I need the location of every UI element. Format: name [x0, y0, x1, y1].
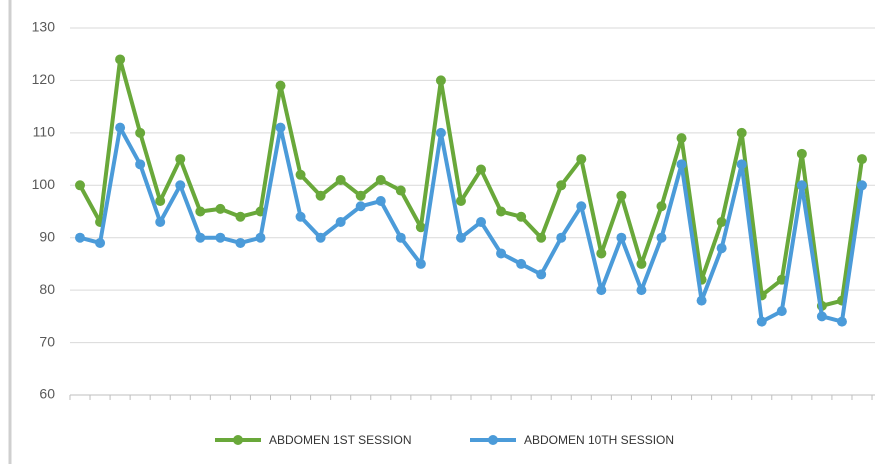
- point: [836, 316, 847, 327]
- y-tick-label: 100: [32, 176, 56, 192]
- y-tick-label: 120: [32, 71, 56, 87]
- point: [155, 196, 166, 207]
- point: [455, 232, 466, 243]
- point: [576, 154, 587, 165]
- point: [195, 206, 206, 217]
- point: [395, 232, 406, 243]
- point: [355, 190, 366, 201]
- point: [556, 180, 567, 191]
- point: [716, 216, 727, 227]
- point: [415, 258, 426, 269]
- point: [616, 190, 627, 201]
- point: [175, 154, 186, 165]
- point: [536, 269, 547, 280]
- point: [375, 175, 386, 186]
- point: [857, 180, 867, 191]
- point: [616, 232, 627, 243]
- point: [235, 237, 246, 248]
- point: [255, 232, 266, 243]
- point: [275, 122, 286, 133]
- point: [516, 211, 527, 222]
- y-tick-label: 70: [39, 333, 55, 349]
- point: [435, 75, 446, 86]
- point: [496, 248, 507, 259]
- series-line: [79, 125, 864, 324]
- point: [676, 133, 687, 144]
- point: [375, 196, 386, 207]
- point: [235, 211, 246, 222]
- point: [696, 295, 707, 306]
- point: [576, 201, 587, 212]
- series-line: [78, 57, 864, 308]
- point: [776, 274, 787, 285]
- point: [335, 216, 346, 227]
- point: [516, 258, 527, 269]
- point: [455, 196, 466, 207]
- point: [115, 122, 126, 133]
- point: [195, 232, 206, 243]
- point: [295, 211, 306, 222]
- point: [275, 80, 286, 91]
- point: [736, 127, 747, 138]
- point: [215, 203, 226, 214]
- point: [115, 54, 126, 65]
- point: [816, 311, 827, 322]
- y-tick-label: 130: [32, 19, 56, 35]
- point: [75, 232, 85, 243]
- y-tick-label: 60: [39, 386, 55, 402]
- point: [776, 306, 787, 317]
- point: [476, 164, 487, 175]
- legend-label: ABDOMEN 10TH SESSION: [524, 433, 674, 447]
- point: [395, 185, 406, 196]
- legend-marker: [233, 435, 243, 445]
- point: [75, 180, 85, 191]
- point: [536, 232, 547, 243]
- point: [295, 169, 306, 180]
- point: [175, 180, 186, 191]
- point: [796, 148, 807, 159]
- legend-marker: [488, 435, 498, 445]
- point: [155, 216, 166, 227]
- point: [135, 159, 146, 170]
- legend-label: ABDOMEN 1ST SESSION: [269, 433, 411, 447]
- point: [736, 159, 747, 170]
- point: [496, 206, 507, 217]
- point: [315, 190, 326, 201]
- point: [756, 316, 767, 327]
- point: [435, 127, 446, 138]
- point: [796, 180, 807, 191]
- point: [415, 222, 426, 233]
- point: [215, 232, 226, 243]
- point: [636, 285, 647, 296]
- point: [857, 154, 867, 165]
- point: [135, 127, 146, 138]
- y-tick-label: 80: [39, 281, 55, 297]
- point: [656, 232, 667, 243]
- y-tick-label: 110: [33, 124, 56, 140]
- point: [596, 285, 607, 296]
- point: [636, 258, 647, 269]
- point: [556, 232, 567, 243]
- point: [676, 159, 687, 170]
- point: [355, 201, 366, 212]
- point: [596, 248, 607, 259]
- point: [476, 216, 487, 227]
- point: [95, 237, 106, 248]
- point: [716, 243, 727, 254]
- point: [315, 232, 326, 243]
- point: [335, 175, 346, 186]
- y-tick-label: 90: [39, 228, 55, 244]
- point: [656, 201, 667, 212]
